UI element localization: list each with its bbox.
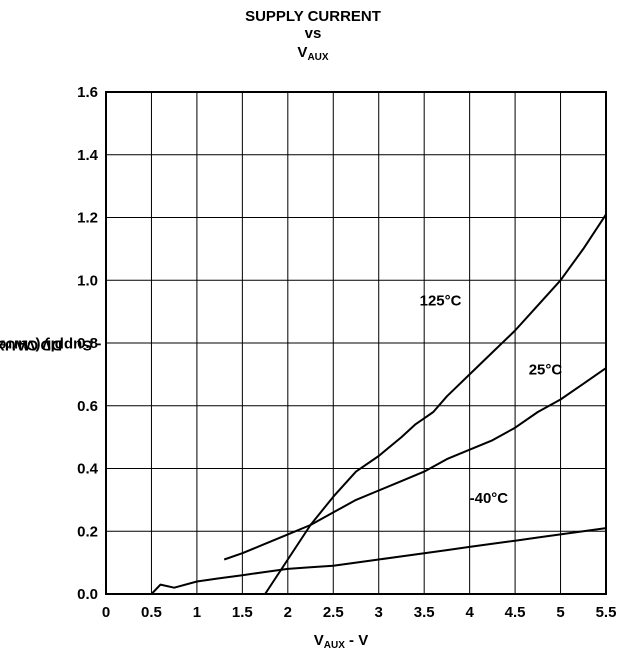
title-var-main: V: [297, 44, 308, 61]
x-tick-label: 1: [193, 604, 201, 621]
x-label-sub: AUX: [323, 640, 345, 651]
x-tick-label: 0.5: [141, 604, 162, 621]
x-tick-label: 2.5: [323, 604, 344, 621]
x-tick-label: 5: [556, 604, 564, 621]
x-tick-label: 1.5: [232, 604, 253, 621]
series-line: [223, 367, 607, 561]
x-tick-label: 2: [284, 604, 292, 621]
x-tick-label: 0: [102, 604, 110, 621]
y-tick-label: 1.4: [77, 147, 99, 164]
chart-title-line2: vs: [304, 25, 322, 42]
x-label-suffix: - V: [344, 632, 369, 649]
x-tick-label: 5.5: [596, 604, 617, 621]
plot-frame: [105, 91, 607, 595]
x-tick-label: 3.5: [414, 604, 435, 621]
y-tick-label: 0.4: [77, 461, 99, 478]
series-line: [264, 213, 607, 595]
x-tick-label: 4: [465, 604, 474, 621]
y-tick-label: 0.6: [77, 398, 98, 415]
x-label-main: V: [313, 632, 324, 649]
y-tick-label: 0.8: [77, 335, 98, 352]
x-tick-label: 3: [375, 604, 383, 621]
chart-title-line3: VAUX: [0, 44, 626, 66]
series-label: 25°C: [529, 361, 563, 378]
series-label: -40°C: [470, 490, 509, 507]
y-tick-label: 1.2: [77, 210, 98, 227]
series-label: 125°C: [420, 292, 462, 309]
series-line: [150, 527, 607, 595]
y-tick-label: 1.6: [77, 84, 98, 101]
chart-title-line1: SUPPLY CURRENT: [245, 8, 381, 25]
x-axis-label: VAUX - V: [28, 632, 626, 654]
title-var-sub: AUX: [307, 52, 329, 63]
y-tick-label: 0.2: [77, 523, 98, 540]
y-tick-label: 1.0: [77, 272, 98, 289]
y-tick-label: 0.0: [77, 586, 98, 603]
x-tick-label: 4.5: [505, 604, 526, 621]
